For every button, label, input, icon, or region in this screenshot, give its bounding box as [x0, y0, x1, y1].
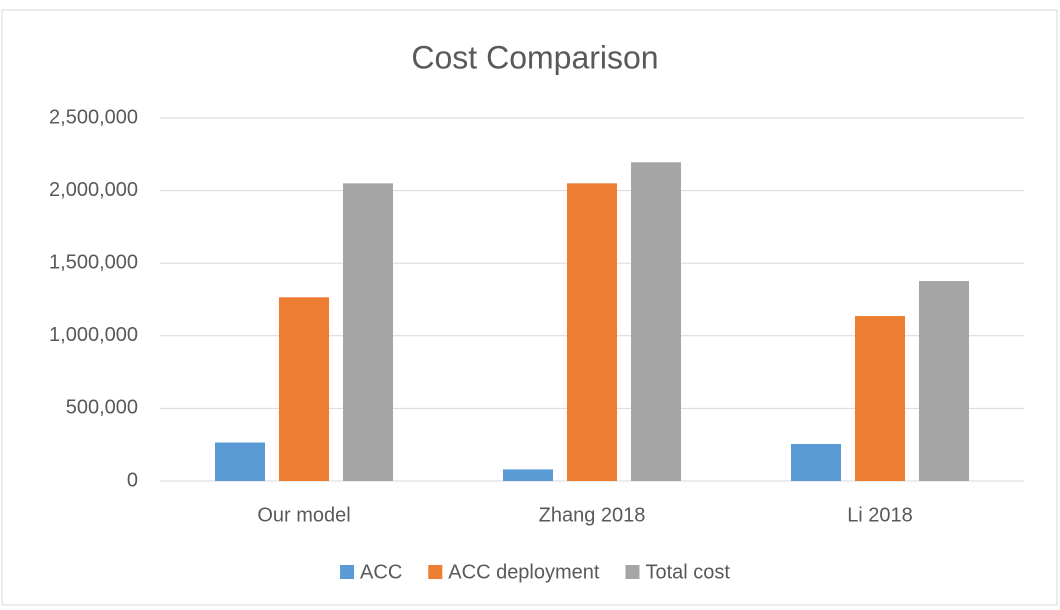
bar — [343, 183, 393, 481]
y-tick-label: 500,000 — [66, 397, 138, 419]
chart-title: Cost Comparison — [411, 39, 658, 75]
legend-label: ACC deployment — [448, 561, 600, 583]
y-tick-label: 2,000,000 — [49, 179, 138, 201]
y-tick-label: 1,000,000 — [49, 324, 138, 346]
bar — [919, 281, 969, 481]
legend-swatch — [625, 565, 640, 579]
bar — [215, 442, 265, 481]
x-tick-label: Zhang 2018 — [539, 504, 646, 526]
bar — [791, 443, 841, 481]
bar — [631, 162, 681, 481]
bar — [503, 469, 553, 481]
x-tick-label: Our model — [257, 504, 350, 526]
legend-swatch — [340, 565, 355, 579]
bar — [279, 297, 329, 481]
y-tick-label: 2,500,000 — [49, 106, 138, 128]
y-tick-label: 1,500,000 — [49, 251, 138, 273]
legend-label: Total cost — [645, 561, 730, 583]
x-tick-label: Li 2018 — [847, 504, 913, 526]
chart-border — [1, 9, 1058, 606]
legend-label: ACC — [360, 561, 402, 583]
bar — [855, 316, 905, 481]
y-tick-label: 0 — [127, 469, 138, 491]
legend-swatch — [428, 565, 443, 579]
bar — [567, 183, 617, 481]
